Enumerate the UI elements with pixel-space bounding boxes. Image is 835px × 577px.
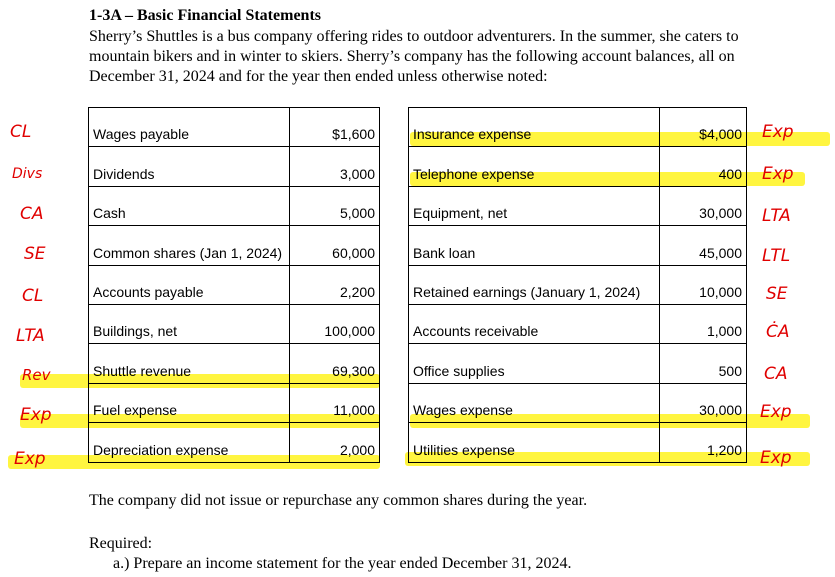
annotation-right: Exp (762, 164, 794, 184)
account-amount: 11,000 (289, 382, 380, 424)
table-row: Retained earnings (January 1, 2024) 10,00… (408, 264, 747, 305)
account-name: Wages payable (88, 106, 290, 148)
annotation-right: Exp (760, 448, 792, 468)
table-row: Accounts receivable 1,000 (408, 303, 747, 345)
annotation-left: LTA (16, 326, 45, 346)
table-row: Cash 5,000 (88, 185, 380, 227)
account-amount: 2,200 (289, 264, 380, 305)
account-amount: 60,000 (289, 225, 380, 266)
table-row: Office supplies 500 (408, 343, 747, 384)
account-name: Shuttle revenue (88, 343, 290, 384)
requirement-a: a.) Prepare an income statement for the … (113, 555, 572, 572)
table-row: Bank loan 45,000 (408, 225, 747, 266)
table-row: Shuttle revenue 69,300 (88, 343, 380, 384)
table-row: Wages expense 30,000 (408, 382, 747, 424)
exercise-title: 1-3A – Basic Financial Statements (89, 7, 321, 24)
annotation-left: CL (10, 122, 32, 142)
account-name: Insurance expense (408, 106, 660, 148)
account-amount: $4,000 (659, 106, 747, 148)
account-name: Office supplies (408, 343, 660, 384)
annotation-left: Exp (14, 449, 46, 469)
table-row: Equipment, net 30,000 (408, 185, 747, 227)
account-name: Wages expense (408, 382, 660, 424)
account-name: Accounts receivable (408, 303, 660, 345)
table-row: Accounts payable 2,200 (88, 264, 380, 305)
annotation-left: Divs (12, 166, 43, 182)
account-amount: 69,300 (289, 343, 380, 384)
account-name: Utilities expense (408, 422, 660, 463)
annotation-right: ĊA (766, 322, 790, 342)
right-accounts-table: Insurance expense $4,000 Telephone expens… (408, 106, 747, 463)
account-amount: 30,000 (659, 185, 747, 227)
annotation-right: Exp (762, 122, 794, 142)
account-name: Bank loan (408, 225, 660, 266)
account-name: Fuel expense (88, 382, 290, 424)
annotation-left: SE (24, 244, 46, 264)
account-name: Equipment, net (408, 185, 660, 227)
account-amount: 45,000 (659, 225, 747, 266)
annotation-right: LTA (762, 206, 791, 226)
account-name: Telephone expense (408, 146, 660, 187)
table-row: Utilities expense 1,200 (408, 422, 747, 463)
table-row: Buildings, net 100,000 (88, 303, 380, 345)
table-row: Telephone expense 400 (408, 146, 747, 187)
account-amount: 2,000 (289, 422, 380, 463)
account-name: Retained earnings (January 1, 2024) (408, 264, 660, 305)
account-amount: 5,000 (289, 185, 380, 227)
annotation-right: CA (764, 364, 788, 384)
account-name: Depreciation expense (88, 422, 290, 463)
annotation-right: LTL (762, 246, 791, 266)
share-note: The company did not issue or repurchase … (89, 492, 588, 509)
table-row: Dividends 3,000 (88, 146, 380, 187)
account-name: Dividends (88, 146, 290, 187)
annotation-left: Exp (20, 405, 52, 425)
account-name: Accounts payable (88, 264, 290, 305)
account-amount: 100,000 (289, 303, 380, 345)
account-amount: 1,200 (659, 422, 747, 463)
account-name: Cash (88, 185, 290, 227)
account-amount: 1,000 (659, 303, 747, 345)
account-amount: 400 (659, 146, 747, 187)
account-amount: 500 (659, 343, 747, 384)
intro-paragraph: Sherry’s Shuttles is a bus company offer… (89, 28, 739, 85)
table-row: Common shares (Jan 1, 2024) 60,000 (88, 225, 380, 266)
required-label: Required: (89, 535, 153, 552)
account-amount: 10,000 (659, 264, 747, 305)
account-amount: $1,600 (289, 106, 380, 148)
left-accounts-table: Wages payable $1,600 Dividends 3,000 Cash 5… (88, 106, 380, 463)
annotation-left: CA (20, 204, 44, 224)
table-row: Wages payable $1,600 (88, 106, 380, 148)
table-row: Depreciation expense 2,000 (88, 422, 380, 463)
table-row: Fuel expense 11,000 (88, 382, 380, 424)
annotation-left: Rev (22, 366, 51, 384)
account-amount: 3,000 (289, 146, 380, 187)
annotation-left: CL (22, 286, 44, 306)
account-name: Buildings, net (88, 303, 290, 345)
annotation-right: SE (766, 284, 788, 304)
account-amount: 30,000 (659, 382, 747, 424)
annotation-right: Exp (760, 402, 792, 422)
account-name: Common shares (Jan 1, 2024) (88, 225, 290, 266)
table-row: Insurance expense $4,000 (408, 106, 747, 148)
